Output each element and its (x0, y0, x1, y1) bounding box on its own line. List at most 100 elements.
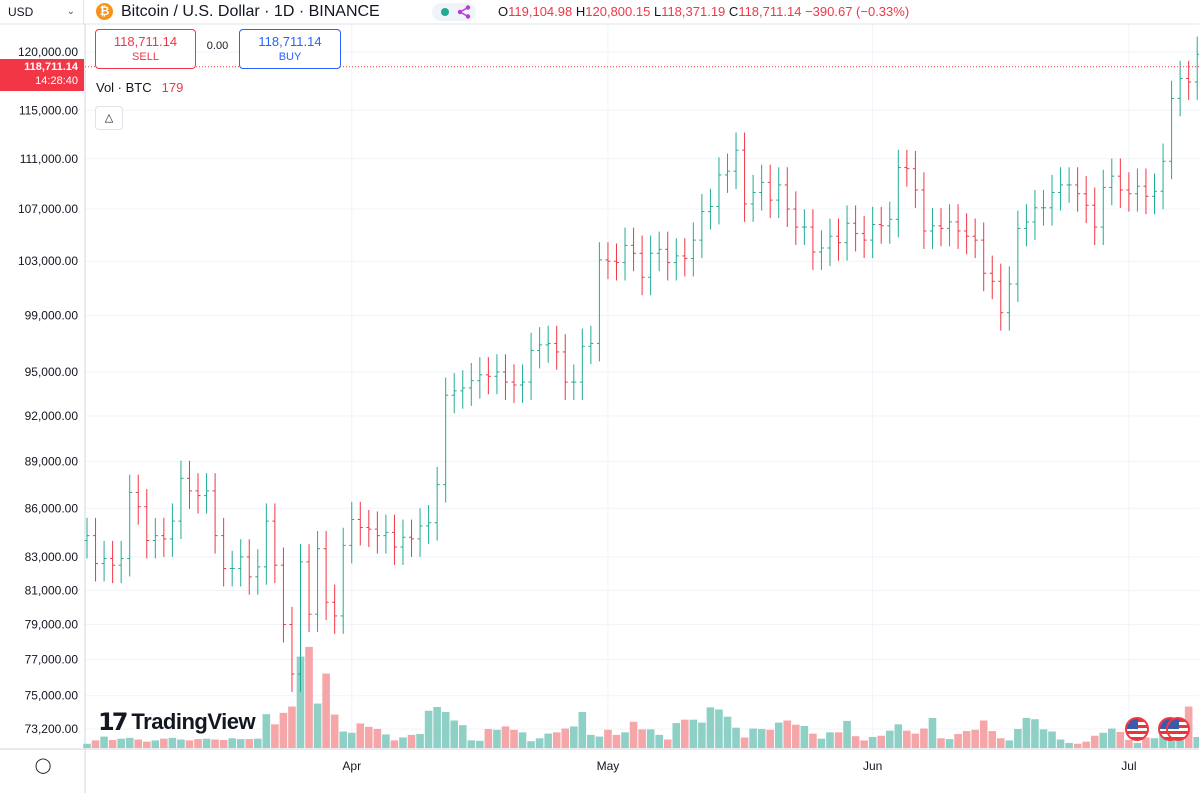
ohlc-open-value: 119,104.98 (508, 4, 573, 19)
price-tick-label: 86,000.00 (25, 501, 79, 515)
volume-bar (296, 656, 305, 748)
volume-bar (1125, 739, 1133, 748)
symbol-title[interactable]: Bitcoin / U.S. Dollar · 1D · BINANCE (121, 3, 380, 20)
ohlc-bar (929, 208, 935, 249)
price-bars (84, 36, 1199, 692)
ohlc-high-value: 120,800.15 (585, 4, 651, 19)
collapse-legend-button[interactable]: △ (95, 106, 123, 130)
volume-bar (441, 712, 450, 748)
ohlc-bar (306, 544, 312, 633)
volume-bar (962, 731, 971, 748)
ohlc-bar (1177, 60, 1183, 117)
volume-bar (1133, 742, 1142, 748)
ohlc-bar (964, 213, 970, 255)
ohlc-bar (1152, 173, 1157, 215)
volume-bar (911, 733, 920, 748)
volume-bar (612, 734, 621, 748)
share-icon[interactable] (456, 4, 472, 20)
market-open-dot-icon (441, 8, 449, 16)
volume-bar (757, 728, 766, 748)
ohlc-bar (195, 473, 201, 514)
volume-bar (356, 723, 365, 748)
volume-bar (569, 726, 578, 748)
price-tick-label: 115,000.00 (19, 103, 78, 117)
ohlc-bar (767, 164, 773, 219)
volume-bar (1082, 741, 1090, 748)
volume-bar (740, 737, 749, 748)
volume-bar (843, 720, 851, 748)
ohlc-bar (204, 473, 210, 514)
ohlc-open-label: O (498, 4, 509, 19)
ohlc-bar (366, 509, 372, 548)
price-tick-label: 95,000.00 (25, 365, 79, 379)
ohlc-bar (537, 327, 543, 369)
volume-bar (561, 728, 570, 748)
ohlc-bar (280, 547, 286, 643)
ohlc-bar (648, 235, 654, 296)
chart-header: USD ⌄ ₿ Bitcoin / U.S. Dollar · 1D · BIN… (0, 0, 1199, 24)
bar-countdown: 14:28:40 (35, 75, 78, 87)
time-tick-label: Jul (1121, 759, 1136, 773)
ohlc-bar (912, 150, 918, 208)
ohlc-bar (323, 530, 329, 621)
ohlc-bar (511, 364, 517, 403)
ohlc-bar (374, 511, 380, 554)
ohlc-bar (836, 218, 842, 261)
market-status-pill[interactable] (432, 3, 476, 21)
volume-bar (279, 712, 288, 748)
settings-icon[interactable]: ◯ (34, 757, 52, 774)
volume-bar (587, 734, 595, 748)
volume-bar (604, 729, 612, 748)
volume-bar (834, 732, 843, 748)
price-tick-label: 83,000.00 (25, 550, 79, 564)
volume-bar (1116, 731, 1125, 748)
volume-bar (621, 732, 629, 748)
ohlc-bar (673, 238, 679, 281)
ohlc-bar (520, 364, 526, 403)
ohlc-bar (246, 539, 252, 595)
volume-bar (185, 740, 194, 748)
chevron-down-icon: ⌄ (66, 6, 75, 17)
ohlc-bar (545, 325, 551, 363)
volume-bar (407, 734, 416, 748)
time-tick-label: Apr (342, 759, 361, 773)
volume-legend-value: 179 (161, 80, 184, 95)
ohlc-bar (801, 209, 807, 246)
buy-label: BUY (278, 51, 302, 63)
volume-bar (108, 739, 117, 748)
sell-button[interactable]: 118,711.14 SELL (95, 29, 196, 69)
ohlc-bar (1100, 169, 1106, 246)
price-tick-label: 92,000.00 (25, 409, 79, 423)
volume-bar (749, 728, 757, 748)
us-flag-icon[interactable] (1125, 717, 1149, 741)
volume-bar (83, 743, 91, 748)
currency-selector[interactable]: USD ⌄ (0, 0, 84, 24)
volume-bar (1022, 717, 1031, 748)
volume-legend: Vol · BTC 179 (96, 80, 183, 95)
price-tick-label: 79,000.00 (25, 618, 79, 632)
ohlc-bar (690, 222, 696, 277)
tradingview-logo[interactable]: 17 TradingView (98, 708, 256, 738)
volume-bar (715, 709, 723, 748)
ohlc-bar (742, 132, 748, 222)
volume-bar (347, 732, 356, 748)
ohlc-bar (955, 204, 961, 249)
price-tick-label: 75,000.00 (25, 689, 79, 703)
ohlc-bar (1134, 168, 1140, 212)
volume-bar (868, 737, 877, 748)
us-flag-icon[interactable] (1166, 717, 1190, 741)
ohlc-bar (110, 540, 116, 584)
volume-bar (578, 712, 587, 748)
ohlc-bar (1058, 167, 1064, 211)
volume-bar (638, 729, 646, 748)
time-tick-label: Jun (863, 759, 882, 773)
volume-bar (629, 721, 638, 748)
ohlc-bar (528, 332, 534, 401)
ohlc-bar (468, 362, 474, 406)
buy-price: 118,711.14 (258, 34, 322, 49)
volume-bar (706, 707, 715, 748)
buy-button[interactable]: 118,711.14 BUY (239, 29, 341, 69)
ohlc-bar (1066, 167, 1072, 203)
time-tick-label: May (597, 759, 620, 773)
